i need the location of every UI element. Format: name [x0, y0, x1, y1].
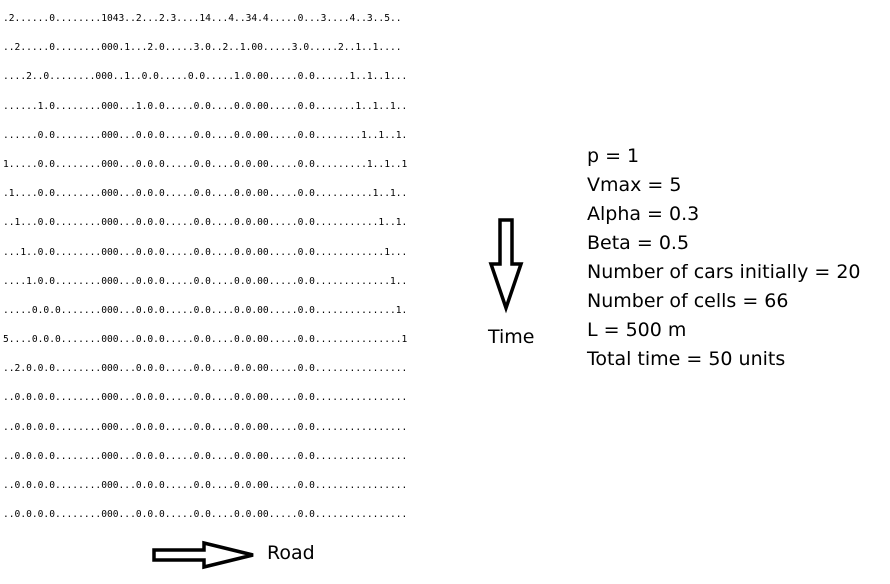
- grid-row: ..1...0.0........000...0.0.0.....0.0....…: [3, 217, 408, 229]
- grid-row: .2......0........1043..2...2.3....14...4…: [3, 13, 402, 24]
- parameter-line: Beta = 0.5: [587, 232, 690, 254]
- grid-row: ..2.....0........000.1...2.0.....3.0..2.…: [3, 42, 402, 54]
- grid-row: ..2.0.0.0........000...0.0.0.....0.0....…: [3, 363, 408, 375]
- grid-row: .....0.0.0.......000...0.0.0.....0.0....…: [3, 304, 408, 316]
- grid-row: ..0.0.0.0........000...0.0.0.....0.0....…: [3, 480, 408, 491]
- grid-row: .1....0.0........000...0.0.0.....0.0....…: [3, 188, 408, 200]
- grid-row: 1.....0.0........000...0.0.0.....0.0....…: [3, 158, 408, 170]
- parameter-line: Number of cells = 66: [587, 290, 789, 312]
- parameter-line: p = 1: [587, 145, 640, 167]
- parameter-line: L = 500 m: [587, 319, 687, 341]
- grid-row: ...1..0.0........000...0.0.0.....0.0....…: [3, 246, 408, 258]
- cellular-automaton-grid: .2......0........1043..2...2.3....14...4…: [3, 4, 473, 529]
- grid-row: ....2..0........000..1..0.0.....0.0.....…: [3, 71, 408, 83]
- grid-row: ..0.0.0.0........000...0.0.0.....0.0....…: [3, 421, 408, 433]
- grid-row: ......0.0........000...0.0.0.....0.0....…: [3, 129, 408, 141]
- road-arrow-icon: [152, 540, 254, 570]
- parameter-line: Number of cars initially = 20: [587, 261, 861, 283]
- grid-row: ..0.0.0.0........000...0.0.0.....0.0....…: [3, 450, 408, 462]
- parameter-line: Total time = 50 units: [587, 348, 786, 370]
- grid-row: ..0.0.0.0........000...0.0.0.....0.0....…: [3, 392, 408, 404]
- parameter-line: Vmax = 5: [587, 174, 682, 196]
- parameter-line: Alpha = 0.3: [587, 203, 700, 225]
- time-arrow-icon: [488, 218, 524, 314]
- parameters-list: p = 1 Vmax = 5 Alpha = 0.3 Beta = 0.5 Number…: [587, 142, 861, 374]
- grid-row: 5....0.0.0.......000...0.0.0.....0.0....…: [3, 334, 408, 346]
- grid-row: ..0.0.0.0........000...0.0.0.....0.0....…: [3, 509, 408, 521]
- time-label: Time: [488, 326, 535, 348]
- grid-row: ....1.0.0........000...0.0.0.....0.0....…: [3, 275, 408, 287]
- grid-row: ......1.0........000...1.0.0.....0.0....…: [3, 100, 408, 112]
- road-label: Road: [267, 542, 315, 564]
